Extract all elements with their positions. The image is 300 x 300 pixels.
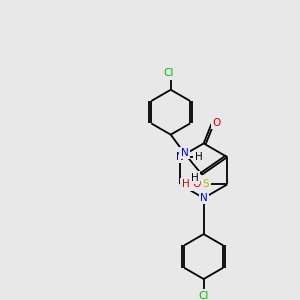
Text: Cl: Cl: [164, 68, 174, 78]
Text: S: S: [202, 179, 209, 189]
Text: N: N: [176, 152, 184, 162]
Text: H: H: [195, 152, 203, 162]
Text: H: H: [191, 172, 199, 183]
Text: H·O: H·O: [182, 179, 201, 189]
Text: Cl: Cl: [199, 291, 209, 300]
Text: O: O: [212, 118, 220, 128]
Text: N: N: [200, 193, 208, 203]
Text: N: N: [181, 148, 188, 158]
